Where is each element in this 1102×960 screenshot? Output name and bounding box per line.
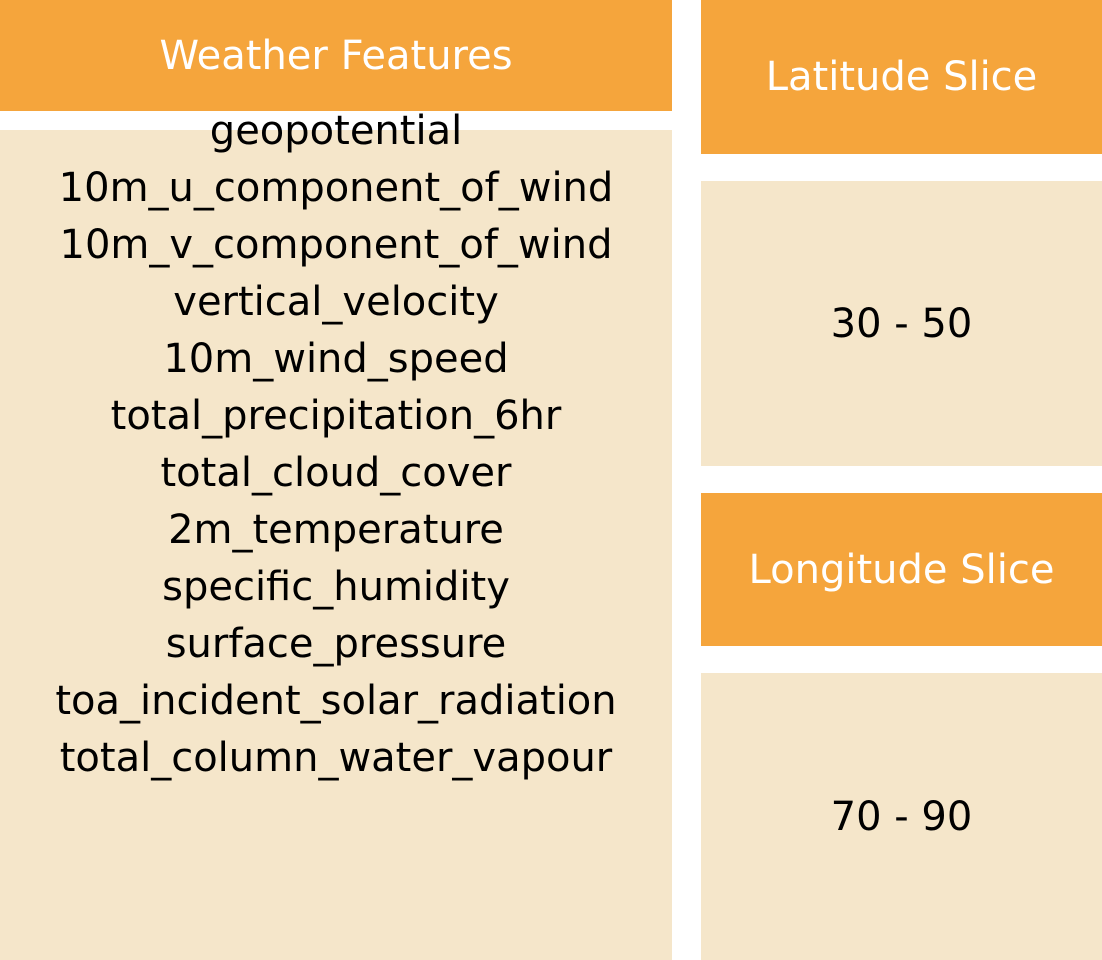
feature-item: 10m_u_component_of_wind (58, 165, 614, 211)
weather-features-list: geopotential 10m_u_component_of_wind 10m… (55, 103, 616, 787)
feature-item: total_column_water_vapour (59, 735, 613, 781)
feature-item: total_precipitation_6hr (110, 393, 562, 439)
feature-item: specific_humidity (162, 564, 510, 610)
feature-item: vertical_velocity (173, 279, 499, 325)
latitude-slice-title: Latitude Slice (765, 54, 1038, 100)
weather-features-title: Weather Features (159, 32, 513, 79)
longitude-slice-title: Longitude Slice (748, 546, 1055, 593)
feature-item: toa_incident_solar_radiation (55, 678, 617, 724)
latitude-slice-panel: 30 - 50 (701, 181, 1102, 466)
longitude-slice-header: Longitude Slice (701, 493, 1102, 646)
feature-item: surface_pressure (165, 621, 507, 667)
latitude-slice-value: 30 - 50 (830, 300, 973, 347)
longitude-slice-value: 70 - 90 (830, 793, 973, 840)
feature-item: 2m_temperature (168, 507, 504, 553)
feature-item: 10m_wind_speed (163, 336, 509, 382)
feature-item: 10m_v_component_of_wind (59, 222, 613, 268)
feature-item: geopotential (209, 108, 463, 154)
longitude-slice-panel: 70 - 90 (701, 673, 1102, 960)
latitude-slice-header: Latitude Slice (701, 0, 1102, 154)
weather-features-panel: geopotential 10m_u_component_of_wind 10m… (0, 108, 672, 960)
feature-item: total_cloud_cover (160, 450, 512, 496)
weather-features-header: Weather Features (0, 0, 672, 111)
